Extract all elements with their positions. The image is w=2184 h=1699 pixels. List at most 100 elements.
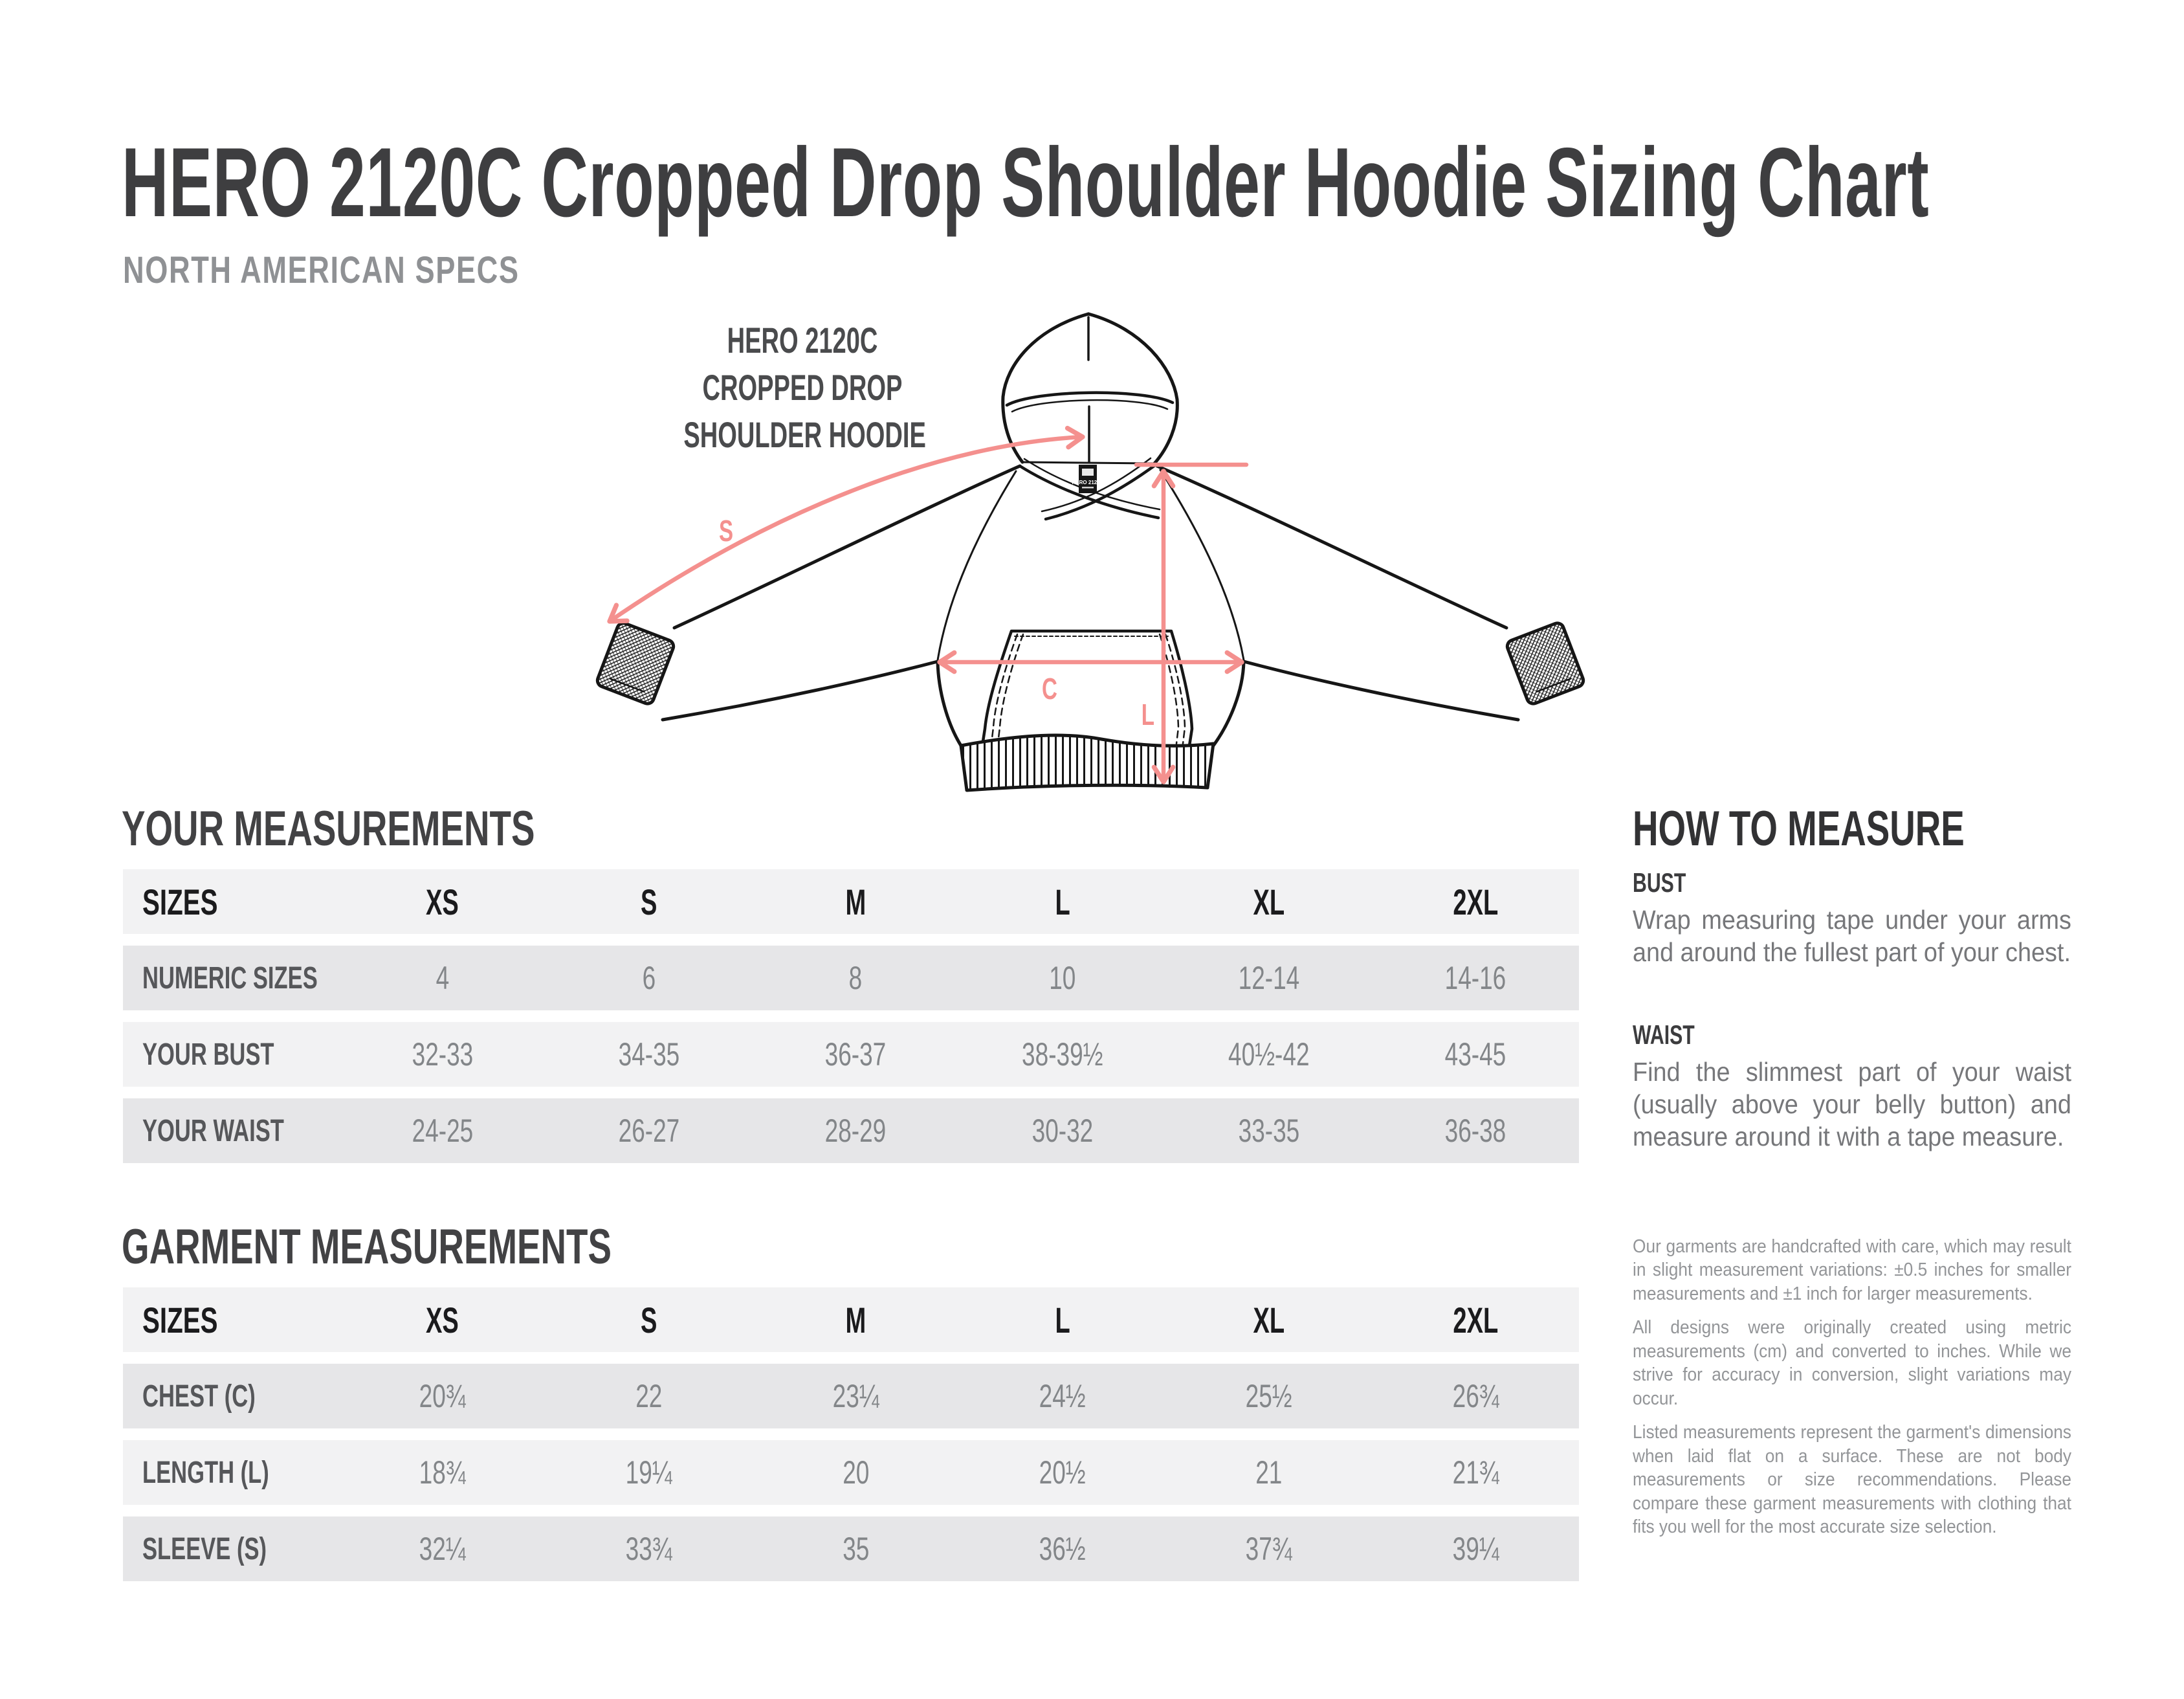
table-row: CHEST (C) 20¾ 22 23¼ 24½ 25½ 26¾ bbox=[123, 1364, 1579, 1428]
note-paragraph: Our garments are handcrafted with care, … bbox=[1633, 1236, 2071, 1304]
value-cell: 32¼ bbox=[419, 1531, 466, 1567]
value-cell: 28-29 bbox=[825, 1113, 887, 1149]
waist-section-label: WAIST bbox=[1633, 1019, 1695, 1050]
value-cell: 35 bbox=[842, 1531, 869, 1567]
value-cell: 22 bbox=[635, 1378, 663, 1414]
collar-back-line bbox=[1021, 461, 1156, 465]
hood-opening-rim-inner bbox=[1011, 399, 1169, 413]
value-cell: 36½ bbox=[1039, 1531, 1086, 1567]
hood-outline bbox=[1086, 312, 1179, 465]
body-side-left bbox=[936, 660, 963, 748]
header-cell: SIZES bbox=[142, 881, 218, 922]
value-cell: 39¼ bbox=[1452, 1531, 1499, 1567]
row-label: NUMERIC SIZES bbox=[142, 961, 318, 995]
ribbed-hem bbox=[959, 733, 1215, 792]
sleeve-arrow-label: S bbox=[719, 515, 733, 548]
header-cell: XS bbox=[426, 881, 459, 922]
value-cell: 37¾ bbox=[1245, 1531, 1293, 1567]
row-label: CHEST (C) bbox=[142, 1379, 256, 1414]
value-cell: 24½ bbox=[1039, 1378, 1086, 1414]
illustration-caption: HERO 2120C CROPPED DROP SHOULDER HOODIE bbox=[683, 320, 926, 455]
table-row: YOUR WAIST 24-25 26-27 28-29 30-32 33-35… bbox=[123, 1098, 1579, 1163]
header-cell: L bbox=[1055, 1299, 1070, 1340]
cuff-right bbox=[1505, 621, 1585, 705]
value-cell: 20½ bbox=[1039, 1454, 1086, 1491]
row-label: LENGTH (L) bbox=[142, 1455, 269, 1490]
header-cell: L bbox=[1055, 881, 1070, 922]
value-cell: 34-35 bbox=[618, 1036, 680, 1072]
value-cell: 4 bbox=[436, 960, 449, 996]
value-cell: 20 bbox=[842, 1454, 869, 1491]
value-cell: 32-33 bbox=[412, 1036, 473, 1072]
note-paragraph: Listed measurements represent the garmen… bbox=[1633, 1422, 2071, 1538]
value-cell: 38-39½ bbox=[1021, 1036, 1103, 1072]
value-cell: 24-25 bbox=[412, 1113, 473, 1149]
page-subtitle: NORTH AMERICAN SPECS bbox=[123, 249, 520, 291]
value-cell: 21¾ bbox=[1452, 1454, 1499, 1491]
value-cell: 36-37 bbox=[825, 1036, 887, 1072]
value-cell: 26¾ bbox=[1452, 1378, 1499, 1414]
value-cell: 33¾ bbox=[625, 1531, 673, 1567]
how-to-measure-heading: HOW TO MEASURE bbox=[1633, 801, 1965, 856]
kangaroo-pocket bbox=[980, 629, 1194, 748]
body-side-right bbox=[1211, 660, 1246, 748]
note-paragraph: All designs were originally created usin… bbox=[1633, 1317, 2071, 1409]
your-measurements-heading: YOUR MEASUREMENTS bbox=[122, 801, 535, 856]
header-cell: XL bbox=[1253, 881, 1285, 922]
value-cell: 40½-42 bbox=[1228, 1036, 1310, 1072]
value-cell: 18¾ bbox=[419, 1454, 466, 1491]
hood-opening-rim bbox=[1005, 391, 1175, 407]
table-header-row: SIZES XS S M L XL 2XL bbox=[123, 1287, 1579, 1352]
waist-instructions: Find the slimmest part of your waist (us… bbox=[1633, 1057, 2071, 1152]
value-cell: 36-38 bbox=[1445, 1113, 1506, 1149]
value-cell: 43-45 bbox=[1445, 1036, 1506, 1072]
table-row: LENGTH (L) 18¾ 19¼ 20 20½ 21 21¾ bbox=[123, 1440, 1579, 1505]
header-cell: S bbox=[641, 1299, 657, 1340]
length-arrow-label: L bbox=[1142, 699, 1154, 731]
hoodie-diagram: HERO 2120C S C L bbox=[595, 312, 1585, 792]
chest-arrow-label: C bbox=[1042, 673, 1057, 705]
header-cell: M bbox=[845, 1299, 866, 1340]
row-label: SLEEVE (S) bbox=[142, 1531, 267, 1566]
value-cell: 33-35 bbox=[1238, 1113, 1300, 1149]
sleeve-top-right bbox=[1155, 464, 1508, 630]
collar-right bbox=[1044, 463, 1158, 521]
neck-label-text: HERO 2120C bbox=[1072, 480, 1104, 485]
garment-measurements-heading: GARMENT MEASUREMENTS bbox=[122, 1219, 612, 1274]
garment-measurements-table: SIZES XS S M L XL 2XL CHEST (C) 20¾ 22 2… bbox=[123, 1287, 1579, 1593]
value-cell: 30-32 bbox=[1031, 1113, 1093, 1149]
value-cell: 10 bbox=[1049, 960, 1076, 996]
value-cell: 21 bbox=[1255, 1454, 1283, 1491]
row-label: YOUR BUST bbox=[142, 1037, 274, 1072]
header-cell: M bbox=[845, 881, 866, 922]
header-cell: SIZES bbox=[142, 1299, 218, 1340]
bust-instructions: Wrap measuring tape under your arms and … bbox=[1633, 905, 2071, 968]
page-title: HERO 2120C Cropped Drop Shoulder Hoodie … bbox=[122, 128, 1930, 238]
row-label: YOUR WAIST bbox=[142, 1113, 284, 1148]
sleeve-under-left bbox=[661, 660, 940, 722]
measurement-notes: Our garments are handcrafted with care, … bbox=[1633, 1235, 2071, 1549]
your-measurements-table: SIZES XS S M L XL 2XL NUMERIC SIZES 4 6 … bbox=[123, 869, 1579, 1175]
table-header-row: SIZES XS S M L XL 2XL bbox=[123, 869, 1579, 934]
header-cell: 2XL bbox=[1453, 881, 1499, 922]
value-cell: 14-16 bbox=[1445, 960, 1506, 996]
header-cell: S bbox=[641, 881, 657, 922]
table-row: NUMERIC SIZES 4 6 8 10 12-14 14-16 bbox=[123, 946, 1579, 1010]
neck-label: HERO 2120C bbox=[1072, 465, 1104, 493]
bust-section-label: BUST bbox=[1633, 867, 1686, 898]
value-cell: 25½ bbox=[1245, 1378, 1293, 1414]
value-cell: 23¼ bbox=[832, 1378, 879, 1414]
header-cell: XS bbox=[426, 1299, 459, 1340]
value-cell: 20¾ bbox=[419, 1378, 466, 1414]
cuff-left bbox=[595, 621, 676, 705]
header-cell: XL bbox=[1253, 1299, 1285, 1340]
sleeve-measure-arrow bbox=[607, 425, 1085, 624]
value-cell: 12-14 bbox=[1238, 960, 1300, 996]
shoulder-seam-right bbox=[1159, 469, 1245, 661]
header-cell: 2XL bbox=[1453, 1299, 1499, 1340]
sleeve-under-right bbox=[1242, 660, 1520, 722]
value-cell: 26-27 bbox=[618, 1113, 680, 1149]
value-cell: 8 bbox=[849, 960, 863, 996]
table-row: YOUR BUST 32-33 34-35 36-37 38-39½ 40½-4… bbox=[123, 1022, 1579, 1087]
